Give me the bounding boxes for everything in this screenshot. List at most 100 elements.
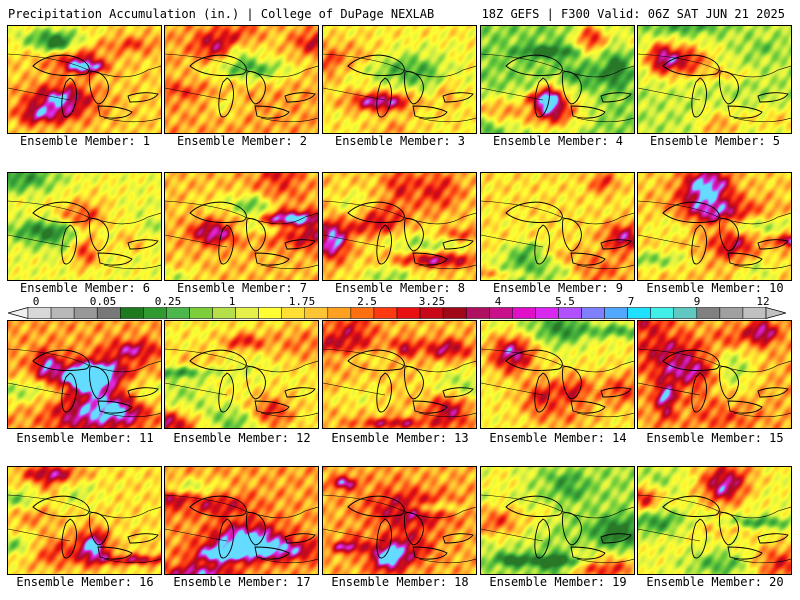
colorbar-tick-label: 9 xyxy=(693,295,701,308)
colorbar-swatch xyxy=(350,307,375,319)
political-borders xyxy=(165,494,318,564)
great-lakes-outline xyxy=(323,200,476,270)
ensemble-member-map xyxy=(637,466,792,575)
colorbar-tick-label: 2.5 xyxy=(357,295,377,308)
political-borders xyxy=(323,53,476,123)
ensemble-member-map xyxy=(637,172,792,281)
colorbar-swatch xyxy=(166,307,190,319)
precipitation-field xyxy=(638,321,791,428)
colorbar-tick-label: 0 xyxy=(32,295,40,308)
precipitation-field xyxy=(8,26,161,133)
ensemble-member-label: Ensemble Member: 10 xyxy=(646,281,784,295)
precipitation-field xyxy=(638,173,791,280)
precipitation-field xyxy=(323,26,476,133)
lake-shoreline xyxy=(662,495,789,560)
ensemble-member-map xyxy=(322,172,477,281)
ensemble-member-label: Ensemble Member: 15 xyxy=(646,431,784,445)
ensemble-member-map xyxy=(480,172,635,281)
colorbar-swatch xyxy=(96,307,121,319)
ensemble-member-map xyxy=(322,320,477,429)
political-borders xyxy=(8,53,161,123)
ensemble-member-label: Ensemble Member: 3 xyxy=(334,134,466,148)
colorbar-tick-label: 3.25 xyxy=(418,295,446,308)
ensemble-member-label: Ensemble Member: 11 xyxy=(16,431,154,445)
ensemble-member-map xyxy=(164,320,319,429)
ensemble-member-label: Ensemble Member: 1 xyxy=(19,134,151,148)
ensemble-member-label: Ensemble Member: 17 xyxy=(173,575,311,589)
colorbar-swatch xyxy=(742,307,767,319)
colorbar-swatch xyxy=(442,307,467,319)
political-borders xyxy=(8,348,161,418)
great-lakes-outline xyxy=(8,53,161,123)
ensemble-member-map xyxy=(164,25,319,134)
political-borders xyxy=(323,200,476,270)
lake-shoreline xyxy=(189,349,316,414)
precipitation-field xyxy=(8,321,161,428)
colorbar-swatch xyxy=(673,307,698,319)
colorbar-swatch xyxy=(535,307,559,319)
colorbar-swatch xyxy=(50,307,75,319)
political-borders xyxy=(481,200,634,270)
colorbar-swatch xyxy=(558,307,582,319)
colorbar-swatch xyxy=(696,307,721,319)
map-title: Precipitation Accumulation (in.) | Colle… xyxy=(8,7,435,21)
colorbar-swatch xyxy=(465,307,490,319)
colorbar-swatch xyxy=(650,307,674,319)
lake-shoreline xyxy=(662,349,789,414)
ensemble-member-label: Ensemble Member: 20 xyxy=(646,575,784,589)
great-lakes-outline xyxy=(8,494,161,564)
colorbar-swatch xyxy=(327,307,352,319)
colorbar-swatch xyxy=(581,307,605,319)
colorbar-swatch xyxy=(120,307,144,319)
lake-shoreline xyxy=(32,201,159,266)
ensemble-member-label: Ensemble Member: 2 xyxy=(176,134,308,148)
colorbar-swatch xyxy=(719,307,744,319)
ensemble-member-map xyxy=(637,320,792,429)
colorbar-tick-label: 12 xyxy=(756,295,770,308)
great-lakes-outline xyxy=(481,53,634,123)
political-borders xyxy=(638,53,791,123)
ensemble-member-map xyxy=(322,466,477,575)
colorbar-tick-label: 1 xyxy=(228,295,236,308)
colorbar-swatch xyxy=(258,307,282,319)
lake-shoreline xyxy=(505,54,632,119)
precipitation-colorbar xyxy=(8,307,786,319)
ensemble-member-map xyxy=(7,172,162,281)
political-borders xyxy=(481,53,634,123)
ensemble-member-label: Ensemble Member: 19 xyxy=(489,575,627,589)
colorbar-swatch xyxy=(281,307,305,319)
ensemble-member-map xyxy=(480,320,635,429)
political-borders xyxy=(638,494,791,564)
great-lakes-outline xyxy=(638,494,791,564)
lake-shoreline xyxy=(32,349,159,414)
precipitation-field xyxy=(8,467,161,574)
run-valid-time: 18Z GEFS | F300 Valid: 06Z SAT JUN 21 20… xyxy=(481,7,785,21)
political-borders xyxy=(323,494,476,564)
colorbar-swatch xyxy=(373,307,398,319)
great-lakes-outline xyxy=(323,494,476,564)
political-borders xyxy=(481,348,634,418)
ensemble-member-map xyxy=(480,466,635,575)
precipitation-field xyxy=(638,26,791,133)
colorbar-swatch xyxy=(396,307,421,319)
lake-shoreline xyxy=(189,54,316,119)
colorbar-swatch xyxy=(189,307,213,319)
lake-shoreline xyxy=(662,201,789,266)
colorbar-swatch xyxy=(212,307,236,319)
lake-shoreline xyxy=(347,201,474,266)
colorbar-swatch xyxy=(604,307,628,319)
precipitation-field xyxy=(481,321,634,428)
precipitation-field xyxy=(165,173,318,280)
great-lakes-outline xyxy=(165,53,318,123)
lake-shoreline xyxy=(662,54,789,119)
great-lakes-outline xyxy=(638,348,791,418)
precipitation-field xyxy=(165,26,318,133)
great-lakes-outline xyxy=(8,200,161,270)
colorbar-swatch xyxy=(489,307,513,319)
colorbar-swatch xyxy=(627,307,651,319)
lake-shoreline xyxy=(189,201,316,266)
precipitation-field xyxy=(323,467,476,574)
ensemble-member-map xyxy=(322,25,477,134)
great-lakes-outline xyxy=(323,348,476,418)
colorbar-swatch xyxy=(304,307,329,319)
